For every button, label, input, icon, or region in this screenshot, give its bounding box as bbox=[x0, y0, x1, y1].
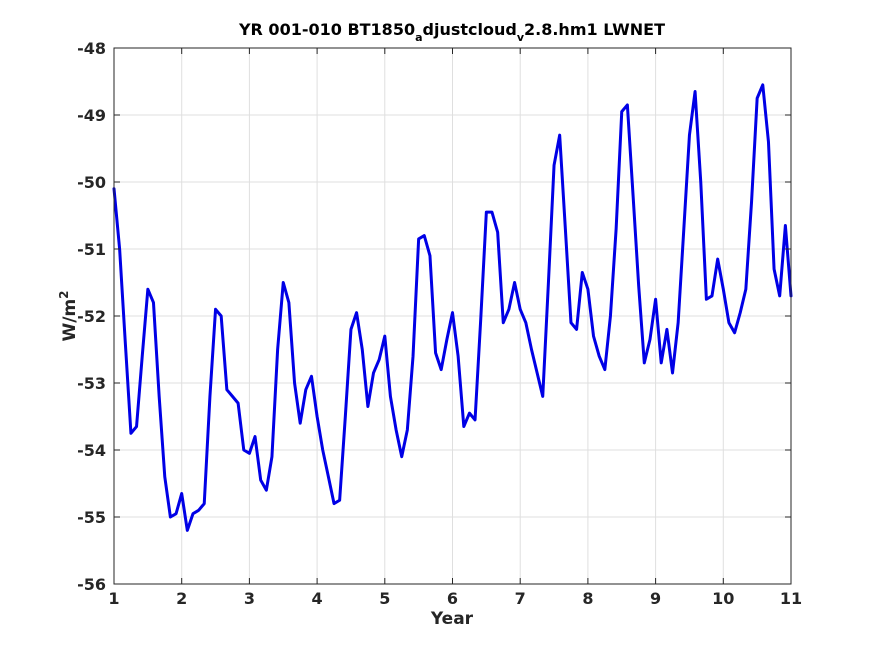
y-tick-label: -56 bbox=[77, 575, 106, 594]
y-axis-label-superscript: 2 bbox=[57, 290, 71, 298]
y-tick-label: -54 bbox=[77, 441, 106, 460]
y-tick-label: -51 bbox=[77, 240, 106, 259]
y-axis-label-base: W/m bbox=[60, 299, 80, 342]
title-part-3: 2.8.hm1 LWNET bbox=[524, 20, 665, 39]
x-tick-label: 8 bbox=[582, 589, 593, 608]
x-tick-label: 6 bbox=[447, 589, 458, 608]
title-subscript-v: v bbox=[517, 31, 525, 44]
x-ticks: 1 2 3 4 5 6 7 8 9 10 11 bbox=[108, 48, 802, 608]
y-tick-label: -49 bbox=[77, 106, 106, 125]
x-tick-label: 7 bbox=[515, 589, 526, 608]
x-tick-label: 2 bbox=[176, 589, 187, 608]
x-tick-label: 9 bbox=[650, 589, 661, 608]
x-tick-label: 10 bbox=[712, 589, 734, 608]
x-tick-label: 1 bbox=[108, 589, 119, 608]
x-tick-label: 11 bbox=[780, 589, 802, 608]
y-tick-label: -53 bbox=[77, 374, 106, 393]
y-ticks: -56 -55 -54 -53 -52 -51 -50 -49 -48 bbox=[77, 39, 791, 594]
chart-title: YR 001-010 BT1850adjustcloudv2.8.hm1 LWN… bbox=[238, 20, 665, 44]
y-tick-label: -50 bbox=[77, 173, 106, 192]
series-line bbox=[112, 83, 793, 532]
title-part-1: YR 001-010 BT1850 bbox=[238, 20, 415, 39]
x-axis-label: Year bbox=[430, 609, 474, 629]
y-tick-label: -52 bbox=[77, 307, 106, 326]
x-tick-label: 5 bbox=[379, 589, 390, 608]
series-layer bbox=[112, 83, 793, 532]
x-tick-label: 4 bbox=[312, 589, 323, 608]
y-axis-label: W/m2 bbox=[57, 290, 80, 341]
y-tick-label: -55 bbox=[77, 508, 106, 527]
y-tick-label: -48 bbox=[77, 39, 106, 58]
title-part-2: djustcloud bbox=[423, 20, 517, 39]
title-subscript-a: a bbox=[415, 31, 422, 44]
x-tick-label: 3 bbox=[244, 589, 255, 608]
